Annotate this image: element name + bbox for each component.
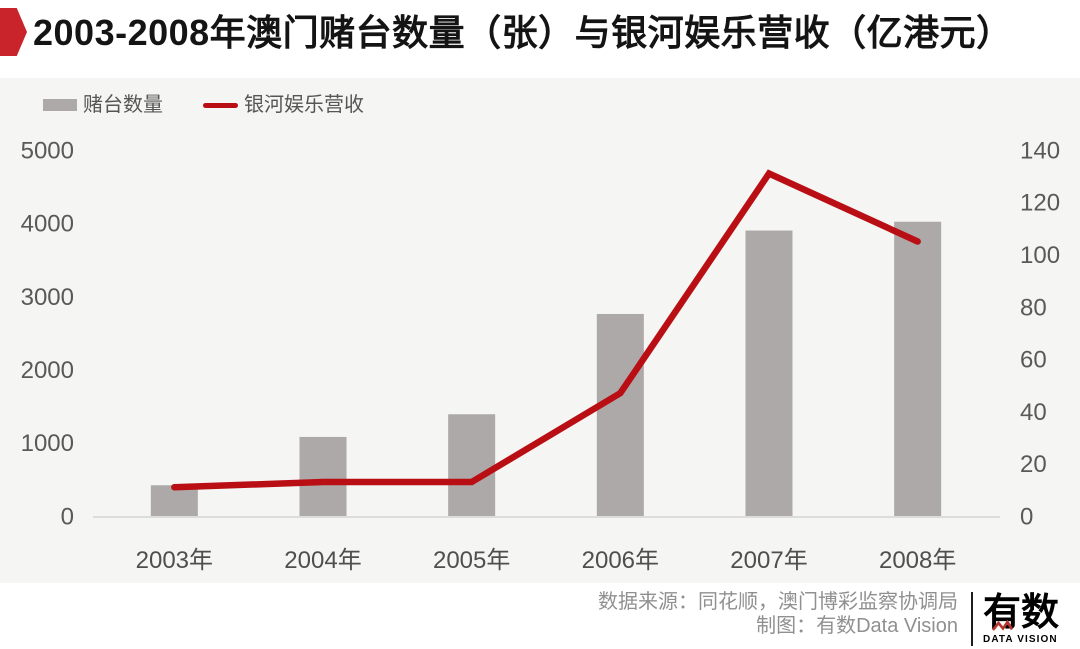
- x-axis-label-2008年: 2008年: [879, 547, 956, 574]
- page-title: 2003-2008年澳门赌台数量（张）与银河娱乐营收（亿港元）: [33, 12, 1013, 53]
- title-ribbon-badge: [0, 8, 27, 56]
- bar-2006年: [596, 313, 644, 516]
- x-axis-label-2007年: 2007年: [730, 547, 807, 574]
- x-axis-label-2004年: 2004年: [284, 547, 361, 574]
- title-bar: 2003-2008年澳门赌台数量（张）与银河娱乐营收（亿港元）: [0, 0, 1080, 78]
- legend-label-revenue: 银河娱乐营收: [244, 94, 364, 116]
- left-axis-tick-5000: 5000: [21, 137, 74, 164]
- left-axis-tick-1000: 1000: [21, 430, 74, 457]
- left-axis-tick-0: 0: [61, 503, 74, 530]
- right-axis-tick-100: 100: [1020, 242, 1060, 269]
- right-axis-tick-80: 80: [1020, 294, 1047, 321]
- brand-logo-subtext: DATA VISION: [983, 634, 1058, 645]
- right-axis-tick-20: 20: [1020, 451, 1047, 478]
- bar-2005年: [448, 414, 496, 516]
- x-axis-label-2005年: 2005年: [433, 547, 510, 574]
- brand-logo-text: 有数: [983, 593, 1067, 633]
- right-axis-tick-40: 40: [1020, 399, 1047, 426]
- chart-legend: 赌台数量 银河娱乐营收: [43, 91, 364, 119]
- footer: 数据来源：同花顺，澳门博彩监察协调局 制图：有数Data Vision 有数 D…: [0, 583, 1080, 649]
- legend-label-tables: 赌台数量: [83, 94, 163, 116]
- combo-chart-canvas: 0 1000 2000 3000 4000 5000 0 20 40 60 80 100 120 140 2…: [21, 137, 1060, 574]
- footer-divider: [971, 592, 973, 646]
- left-axis-tick-4000: 4000: [21, 211, 74, 238]
- right-axis-tick-0: 0: [1020, 503, 1033, 530]
- data-source-line: 数据来源：同花顺，澳门博彩监察协调局: [598, 591, 958, 613]
- right-axis-tick-120: 120: [1020, 190, 1060, 217]
- chart-panel: 0 1000 2000 3000 4000 5000 0 20 40 60 80 100 120 140 2…: [0, 78, 1080, 583]
- logo-zigzag-icon: [992, 620, 1013, 631]
- bar-series-swatch-icon: [43, 99, 77, 111]
- bar-2004年: [299, 436, 347, 516]
- right-axis-tick-140: 140: [1020, 137, 1060, 164]
- bar-2008年: [894, 221, 942, 516]
- brand-logo: 有数 DATA VISION: [983, 593, 1067, 645]
- x-axis-label-2003年: 2003年: [136, 547, 213, 574]
- source-block: 数据来源：同花顺，澳门博彩监察协调局 制图：有数Data Vision: [598, 590, 958, 638]
- left-axis-tick-2000: 2000: [21, 357, 74, 384]
- credit-line: 制图：有数Data Vision: [756, 615, 958, 637]
- x-axis-label-2006年: 2006年: [582, 547, 659, 574]
- bar-2007年: [745, 230, 793, 516]
- left-axis-tick-3000: 3000: [21, 284, 74, 311]
- legend-item-revenue[interactable]: 银河娱乐营收: [203, 91, 364, 119]
- legend-item-tables[interactable]: 赌台数量: [43, 91, 163, 119]
- revenue-line: [171, 169, 921, 491]
- right-axis-tick-60: 60: [1020, 347, 1047, 374]
- line-series-swatch-icon: [203, 102, 238, 108]
